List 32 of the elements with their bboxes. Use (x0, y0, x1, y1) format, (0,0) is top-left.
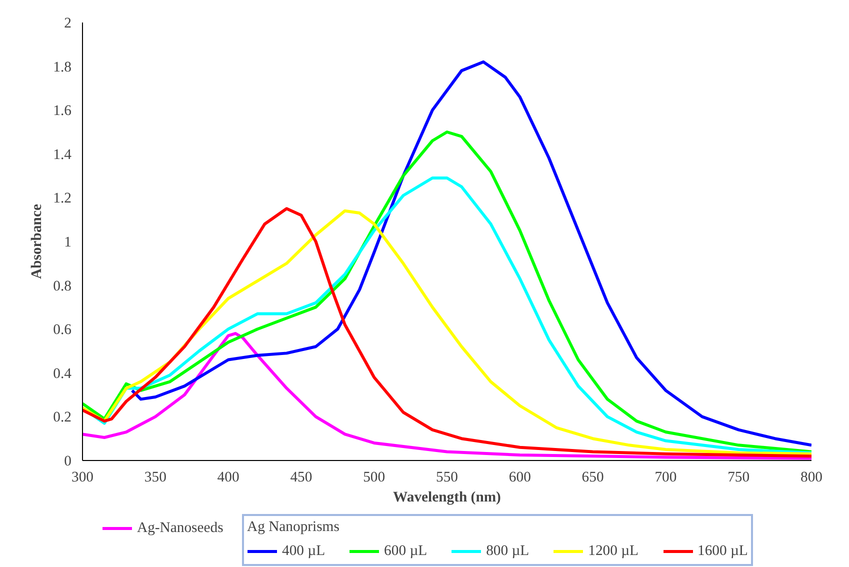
x-tick-label: 450 (290, 470, 312, 486)
x-tick-label: 500 (363, 470, 386, 486)
line-series (130, 60, 812, 447)
x-tick-label: 350 (144, 470, 166, 486)
legend-label: 1200 µL (588, 542, 639, 560)
legend-label: 800 µL (486, 542, 530, 560)
y-axis-title: Absorbance (29, 204, 46, 279)
y-tick-label: 1 (64, 234, 72, 250)
y-tick-label: 0.8 (53, 278, 72, 294)
y-tick-label: 1.4 (53, 146, 72, 163)
y-tick-label: 0.4 (53, 366, 72, 382)
x-axis-title: Wavelength (nm) (393, 490, 502, 506)
x-tick-label: 300 (72, 470, 94, 486)
legend-label: 400 µL (282, 542, 326, 560)
legend-title: Ag Nanoprisms (247, 519, 340, 536)
y-tick-label: 1.6 (53, 103, 72, 120)
x-tick-label: 800 (800, 470, 822, 486)
x-tick-label: 600 (508, 470, 531, 486)
legend-label: Ag-Nanoseeds (137, 520, 224, 536)
y-tick-label: 0.6 (53, 322, 72, 338)
x-tick-label: 650 (582, 470, 604, 486)
y-tick-label: 0.2 (53, 410, 72, 426)
y-tick-label: 1.2 (53, 190, 72, 207)
x-tick-label: 700 (654, 470, 677, 486)
legend-label: 600 µL (384, 542, 428, 560)
y-tick-label: 0 (64, 454, 72, 470)
x-tick-label: 550 (436, 470, 458, 486)
y-tick-label: 1.8 (53, 59, 72, 76)
y-tick-label: 2 (64, 16, 72, 32)
legend-label: 1600 µL (698, 542, 748, 560)
x-tick-label: 400 (217, 470, 240, 486)
x-tick-label: 750 (728, 470, 750, 486)
